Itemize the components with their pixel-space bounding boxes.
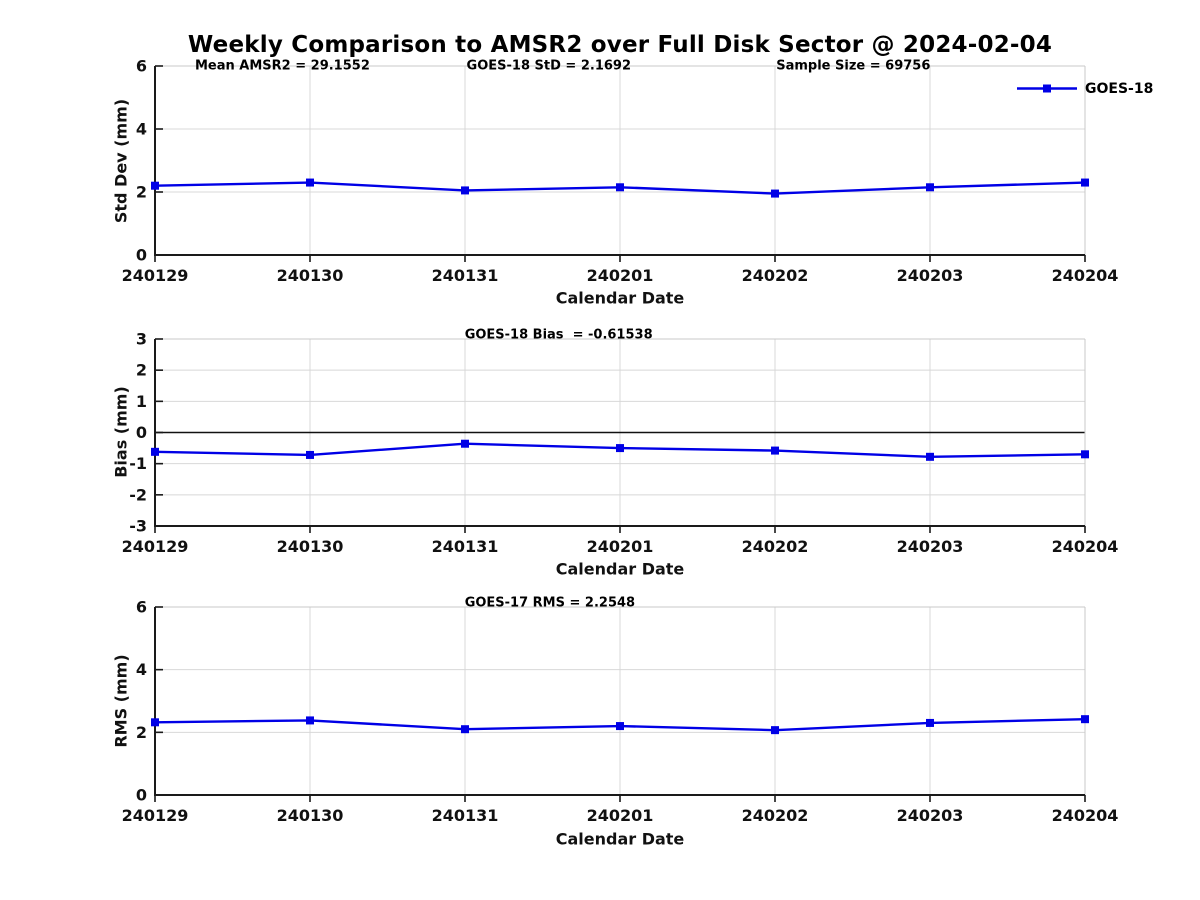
y-axis-label-std-dev: Std Dev (mm) (111, 98, 131, 224)
x-tick-label: 240201 (587, 537, 654, 556)
y-tick-label: 0 (136, 423, 147, 442)
x-tick-label: 240203 (897, 266, 964, 285)
y-tick-label: -3 (129, 517, 147, 536)
x-axis-label-calendar-date: Calendar Date (555, 829, 685, 849)
data-point-marker (461, 725, 469, 734)
y-tick-label: -1 (129, 454, 147, 473)
y-tick-label: 4 (136, 660, 147, 679)
x-tick-label: 240204 (1052, 537, 1119, 556)
x-tick-label: 240204 (1052, 806, 1119, 825)
legend: GOES-18 (1016, 80, 1154, 97)
y-tick-label: 0 (136, 786, 147, 805)
annotation-sample-size: Sample Size = 69756 (776, 58, 931, 74)
data-point-marker (151, 718, 159, 727)
x-tick-label: 240131 (432, 266, 499, 285)
data-point-marker (771, 726, 779, 735)
x-tick-label: 240131 (432, 537, 499, 556)
y-tick-label: 2 (136, 183, 147, 202)
data-point-marker (461, 439, 469, 448)
x-tick-label: 240129 (122, 266, 189, 285)
data-point-marker (771, 446, 779, 455)
x-axis-label-calendar-date: Calendar Date (555, 288, 685, 308)
x-tick-label: 240130 (277, 806, 344, 825)
x-tick-label: 240204 (1052, 266, 1119, 285)
data-point-marker (306, 450, 314, 459)
y-tick-label: 4 (136, 120, 147, 139)
x-tick-label: 240129 (122, 806, 189, 825)
data-point-marker (461, 186, 469, 195)
data-point-marker (1081, 178, 1089, 187)
x-tick-label: 240202 (742, 537, 809, 556)
annotation-goes18-bias: GOES-18 Bias = -0.61538 (464, 327, 653, 343)
data-point-marker (616, 722, 624, 731)
data-point-marker (306, 716, 314, 725)
data-point-marker (926, 452, 934, 461)
x-tick-label: 240202 (742, 266, 809, 285)
x-tick-label: 240129 (122, 537, 189, 556)
y-tick-label: -2 (129, 485, 147, 504)
figure-title: Weekly Comparison to AMSR2 over Full Dis… (187, 32, 1053, 58)
annotation-goes18-std: GOES-18 StD = 2.1692 (466, 58, 632, 74)
y-tick-label: 1 (136, 392, 147, 411)
data-point-marker (771, 189, 779, 198)
legend-line-marker-icon (1017, 84, 1077, 93)
x-tick-label: 240203 (897, 806, 964, 825)
data-point-marker (306, 178, 314, 187)
data-point-marker (616, 444, 624, 453)
legend-label: GOES-18 (1085, 80, 1154, 97)
y-tick-label: 0 (136, 246, 147, 265)
y-tick-label: 6 (136, 598, 147, 617)
data-point-marker (1081, 715, 1089, 724)
y-axis-label-bias: Bias (mm) (111, 386, 131, 478)
x-tick-label: 240202 (742, 806, 809, 825)
y-tick-label: 2 (136, 361, 147, 380)
y-axis-label-rms: RMS (mm) (111, 654, 131, 748)
data-point-marker (616, 183, 624, 192)
x-tick-label: 240201 (587, 266, 654, 285)
y-tick-label: 6 (136, 57, 147, 76)
data-point-marker (151, 447, 159, 456)
x-tick-label: 240203 (897, 537, 964, 556)
x-tick-label: 240131 (432, 806, 499, 825)
annotation-goes17-rms: GOES-17 RMS = 2.2548 (464, 595, 636, 611)
data-point-marker (151, 181, 159, 190)
x-tick-label: 240130 (277, 266, 344, 285)
y-tick-label: 3 (136, 330, 147, 349)
x-tick-label: 240130 (277, 537, 344, 556)
x-axis-label-calendar-date: Calendar Date (555, 559, 685, 579)
x-tick-label: 240201 (587, 806, 654, 825)
y-tick-label: 2 (136, 723, 147, 742)
annotation-mean-amsr2: Mean AMSR2 = 29.1552 (194, 58, 370, 74)
data-point-marker (926, 718, 934, 727)
data-point-marker (926, 183, 934, 192)
data-point-marker (1081, 450, 1089, 459)
